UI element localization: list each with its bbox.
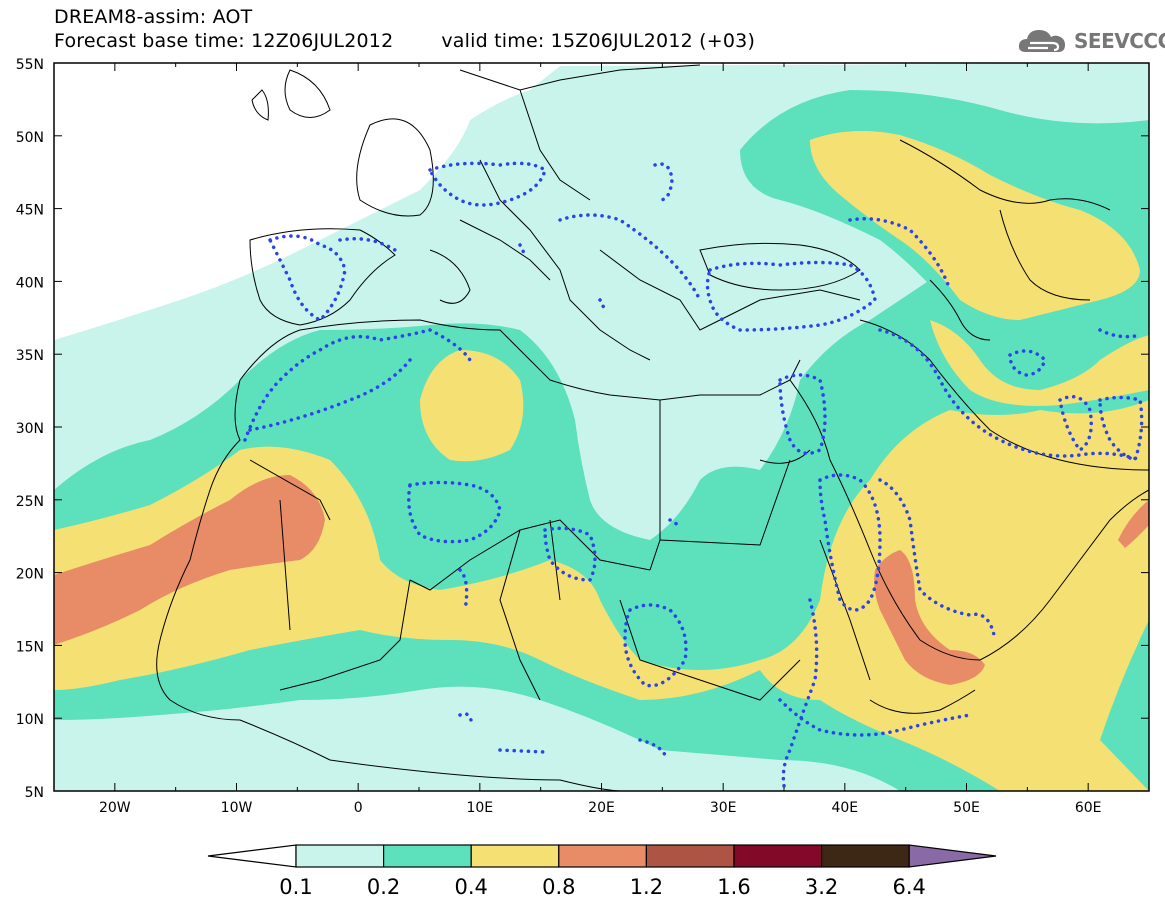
- colorbar-label: 6.4: [892, 875, 925, 899]
- lat-label: 35N: [16, 348, 44, 364]
- colorbar-swatch: [470, 844, 560, 868]
- lat-label: 55N: [16, 57, 44, 73]
- lat-label: 25N: [16, 494, 44, 510]
- base-time: Forecast base time: 12Z06JUL2012: [54, 30, 394, 52]
- colorbar-over-arrow: [908, 844, 997, 868]
- lat-label: 10N: [16, 712, 44, 728]
- lat-label: 40N: [16, 275, 44, 291]
- lon-label: 20W: [99, 800, 131, 816]
- colorbar-label: 1.6: [717, 875, 750, 899]
- longitude-labels: 20W 10W 0 10E 20E 30E 40E 50E 60E: [99, 800, 1102, 816]
- axis-ticks: [53, 62, 1150, 792]
- colorbar-label: 0.1: [279, 875, 312, 899]
- colorbar-label: 0.2: [367, 875, 400, 899]
- lon-label: 20E: [588, 800, 615, 816]
- lat-label: 45N: [16, 203, 44, 219]
- colorbar-swatch: [383, 844, 472, 868]
- map-title: DREAM8-assim: AOT: [54, 6, 253, 28]
- valid-time: valid time: 15Z06JUL2012 (+03): [441, 30, 756, 52]
- colorbar-label: 0.4: [454, 875, 487, 899]
- colorbar-swatch: [820, 844, 910, 868]
- lon-label: 50E: [953, 800, 980, 816]
- colorbar-label: 3.2: [805, 875, 838, 899]
- latitude-labels: 55N 50N 45N 40N 35N 30N 25N 20N 15N 10N 5N: [16, 57, 44, 801]
- coastlines: [156, 64, 1149, 791]
- lon-label: 0: [354, 800, 363, 816]
- lon-label: 10E: [466, 800, 493, 816]
- colorbar-swatch: [733, 844, 823, 868]
- lat-label: 20N: [16, 567, 44, 583]
- observation-contours: [243, 161, 1144, 791]
- aot-field: [54, 63, 1149, 791]
- colorbar-under-arrow: [207, 844, 297, 868]
- lat-label: 15N: [16, 639, 44, 655]
- logo-text: SEEVCCC: [1074, 29, 1165, 53]
- colorbar-swatch: [295, 844, 385, 868]
- lon-label: 40E: [831, 800, 858, 816]
- lat-label: 30N: [16, 421, 44, 437]
- colorbar-label: 0.8: [542, 875, 575, 899]
- lon-label: 30E: [710, 800, 737, 816]
- colorbar-label: 1.2: [630, 875, 663, 899]
- lat-label: 50N: [16, 130, 44, 146]
- cloud-icon: [1018, 30, 1065, 52]
- colorbar-swatch: [645, 844, 735, 868]
- colorbar-swatch: [558, 844, 647, 868]
- lon-label: 10W: [221, 800, 253, 816]
- lon-label: 60E: [1075, 800, 1102, 816]
- time-info: Forecast base time: 12Z06JUL2012 valid ti…: [54, 30, 755, 52]
- colorbar: 0.1 0.2 0.4 0.8 1.2 1.6 3.2 6.4: [207, 844, 997, 899]
- seevccc-logo: SEEVCCC: [1018, 24, 1165, 58]
- lat-label: 5N: [25, 785, 44, 801]
